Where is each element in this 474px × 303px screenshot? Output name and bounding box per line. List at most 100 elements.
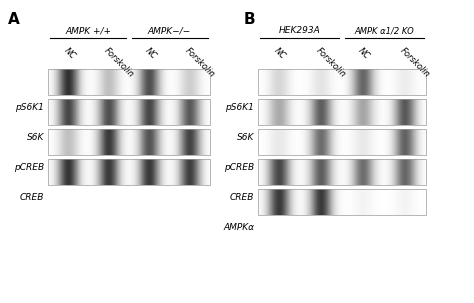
Bar (304, 129, 305, 155)
Bar (309, 129, 310, 155)
Bar (67, 69, 68, 95)
Bar (322, 99, 323, 125)
Bar (411, 99, 412, 125)
Bar (337, 69, 338, 95)
Bar (352, 159, 353, 185)
Bar (329, 129, 330, 155)
Bar (209, 159, 210, 185)
Bar (326, 69, 327, 95)
Bar (193, 99, 194, 125)
Bar (50, 129, 51, 155)
Bar (284, 189, 285, 215)
Bar (110, 159, 111, 185)
Bar (381, 159, 382, 185)
Bar (148, 159, 149, 185)
Bar (289, 69, 290, 95)
Bar (272, 69, 273, 95)
Bar (366, 99, 367, 125)
Bar (195, 159, 196, 185)
Bar (68, 99, 69, 125)
Bar (295, 99, 296, 125)
Bar (383, 69, 384, 95)
Bar (392, 129, 393, 155)
Bar (426, 129, 427, 155)
Bar (421, 99, 422, 125)
Bar (109, 99, 110, 125)
Bar (367, 99, 368, 125)
Bar (120, 69, 121, 95)
Bar (172, 129, 173, 155)
Bar (86, 129, 87, 155)
Bar (164, 129, 165, 155)
Bar (362, 159, 363, 185)
Bar (371, 99, 372, 125)
Bar (92, 99, 93, 125)
Bar (312, 159, 313, 185)
Bar (403, 189, 404, 215)
Bar (387, 129, 388, 155)
Bar (292, 99, 293, 125)
Bar (63, 129, 64, 155)
Bar (53, 99, 54, 125)
Bar (316, 189, 317, 215)
Bar (360, 129, 361, 155)
Bar (108, 159, 109, 185)
Bar (93, 69, 94, 95)
Bar (267, 159, 268, 185)
Bar (138, 69, 139, 95)
Bar (81, 129, 82, 155)
Bar (308, 69, 309, 95)
Bar (324, 99, 325, 125)
Bar (289, 99, 290, 125)
Bar (273, 129, 274, 155)
Bar (57, 99, 58, 125)
Bar (305, 159, 306, 185)
Bar (198, 99, 199, 125)
Bar (264, 189, 265, 215)
Bar (188, 99, 189, 125)
Bar (348, 129, 349, 155)
Bar (400, 189, 401, 215)
Bar (288, 69, 289, 95)
Bar (167, 99, 168, 125)
Bar (413, 159, 414, 185)
Bar (113, 99, 114, 125)
Bar (163, 159, 164, 185)
Bar (294, 129, 295, 155)
Bar (419, 129, 420, 155)
Bar (413, 99, 414, 125)
Bar (180, 69, 181, 95)
Bar (362, 189, 363, 215)
Bar (119, 159, 120, 185)
Bar (295, 69, 296, 95)
Bar (292, 159, 293, 185)
Bar (136, 129, 137, 155)
Bar (339, 189, 340, 215)
Bar (362, 189, 363, 215)
Bar (149, 129, 150, 155)
Bar (331, 99, 332, 125)
Bar (138, 159, 139, 185)
Bar (328, 99, 329, 125)
Bar (420, 159, 421, 185)
Bar (324, 99, 325, 125)
Bar (335, 129, 336, 155)
Bar (389, 129, 390, 155)
Bar (331, 159, 332, 185)
Bar (407, 99, 408, 125)
Bar (286, 189, 287, 215)
Bar (318, 189, 319, 215)
Bar (393, 189, 394, 215)
Bar (101, 99, 102, 125)
Bar (295, 159, 296, 185)
Bar (170, 129, 171, 155)
Bar (346, 129, 347, 155)
Bar (209, 99, 210, 125)
Bar (342, 69, 343, 95)
Bar (366, 189, 367, 215)
Bar (335, 69, 336, 95)
Bar (305, 129, 306, 155)
Bar (107, 129, 108, 155)
Bar (277, 189, 278, 215)
Bar (278, 99, 279, 125)
